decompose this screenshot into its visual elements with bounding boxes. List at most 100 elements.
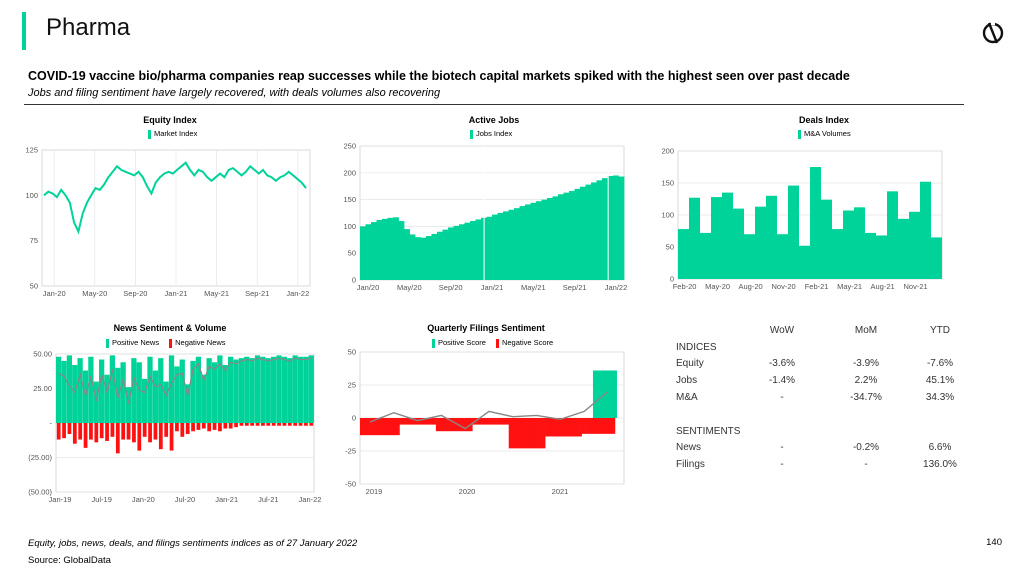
negative-news-bar (78, 423, 83, 440)
table-row: News - -0.2% 6.6% (676, 440, 976, 457)
positive-news-bar (265, 358, 271, 423)
negative-score-bar (363, 418, 367, 436)
equity-legend: Market Index (148, 129, 197, 139)
x-tick-label: Jan-20 (43, 289, 66, 298)
table-cell: Filings (676, 459, 705, 471)
positive-news-bar (120, 362, 126, 423)
positive-news-bar (104, 374, 110, 423)
jobs-bar (580, 186, 586, 280)
table-row: INDICES (676, 339, 976, 356)
deals-chart-title: Deals Index (798, 115, 850, 125)
table-row: Equity -3.6% -3.9% -7.6% (676, 356, 976, 373)
table-cell: - (780, 442, 784, 454)
positive-news-bar (99, 359, 105, 423)
negative-score-bar (602, 418, 607, 434)
negative-score-bar (438, 418, 443, 432)
jobs-bar (404, 229, 410, 280)
news-chart-title: News Sentiment & Volume (113, 323, 227, 333)
negative-news-bar (72, 423, 77, 444)
negative-score-bar (472, 418, 476, 425)
y-tick-label: - (50, 419, 53, 428)
negative-score-bar (360, 418, 364, 436)
negative-news-bar (105, 423, 109, 441)
deals-bar (689, 197, 700, 279)
jobs-bar (365, 224, 372, 280)
deals-bar (865, 232, 876, 279)
deals-bar (832, 229, 843, 279)
deals-bar (711, 197, 722, 279)
jobs-bar (442, 229, 449, 280)
negative-score-bar (487, 418, 491, 425)
negative-score-bar (435, 418, 440, 432)
negative-score-bar (587, 418, 591, 434)
negative-score-bar (572, 418, 576, 437)
table-cell: M&A (676, 392, 698, 404)
x-tick-label: Nov-21 (904, 282, 928, 291)
negative-news-bar (132, 423, 136, 443)
positive-news-bar (195, 356, 202, 423)
jobs-bar (547, 197, 553, 280)
x-tick-label: May-21 (204, 289, 229, 298)
jobs-bar (398, 221, 405, 280)
jobs-bar (558, 194, 564, 280)
y-tick-label: (50.00) (28, 488, 52, 497)
negative-score-bar (423, 418, 428, 425)
negative-score-bar (539, 418, 543, 449)
positive-news-bar (142, 378, 148, 423)
positive-news-bar (190, 360, 196, 423)
deals-bar (931, 237, 942, 279)
jobs-legend: Jobs Index (470, 129, 512, 139)
market-index-line (43, 161, 307, 235)
negative-score-bar (560, 418, 564, 437)
table-cell: 45.1% (925, 375, 955, 387)
negative-news-bar (266, 423, 271, 426)
negative-score-bar (581, 418, 585, 434)
negative-news-bar (153, 423, 158, 440)
deals-bar (898, 218, 909, 279)
negative-news-bar (298, 423, 303, 426)
negative-score-bar (381, 418, 385, 436)
table-cell: SENTIMENTS (676, 425, 741, 437)
jobs-bar (470, 221, 476, 280)
positive-news-bar (66, 355, 73, 423)
negative-score-bar (548, 418, 552, 437)
negative-news-bar (228, 423, 233, 429)
negative-news-bar (244, 423, 249, 426)
negative-news-bar (287, 423, 292, 426)
filings-chart-title: Quarterly Filings Sentiment (427, 323, 545, 333)
negative-news-bar (223, 423, 228, 429)
negative-score-bar (390, 418, 394, 436)
y-tick-label: 50 (666, 243, 674, 252)
jobs-bar (613, 175, 619, 280)
negative-score-bar (569, 418, 573, 437)
jobs-bar (393, 217, 399, 280)
negative-news-bar (148, 423, 152, 443)
negative-score-bar (608, 418, 613, 434)
negative-score-bar (378, 418, 382, 436)
negative-score-bar (369, 418, 373, 436)
negative-score-bar (554, 418, 558, 437)
news-sentiment-chart: (50.00) (25.00) - 25.00 50.00 Jan-19 Jul-19 Jan… (28, 350, 321, 505)
x-tick-label: 2019 (366, 487, 383, 496)
jobs-bar (585, 184, 592, 280)
negative-score-bar (593, 418, 598, 434)
deals-bar (821, 199, 832, 279)
x-tick-label: May/21 (521, 283, 546, 292)
positive-news-bar (109, 355, 116, 423)
table-header-row: WoW MoM YTD (676, 322, 976, 339)
positive-news-bar (308, 355, 314, 423)
jobs-bar (552, 196, 559, 280)
table-cell: Jobs (676, 375, 698, 387)
positive-news-bar (136, 362, 142, 423)
y-tick-label: 200 (343, 168, 356, 177)
deals-bar (854, 207, 865, 279)
y-tick-label: 50 (30, 282, 38, 291)
table-cell: - (780, 392, 784, 404)
x-tick-label: Jan-22 (286, 289, 309, 298)
jobs-bar (437, 231, 443, 280)
jobs-bar (497, 213, 504, 280)
jobs-bar (596, 180, 603, 280)
x-tick-label: Feb-21 (805, 282, 829, 291)
positive-news-bar (254, 355, 261, 423)
table-cell: INDICES (676, 341, 717, 353)
